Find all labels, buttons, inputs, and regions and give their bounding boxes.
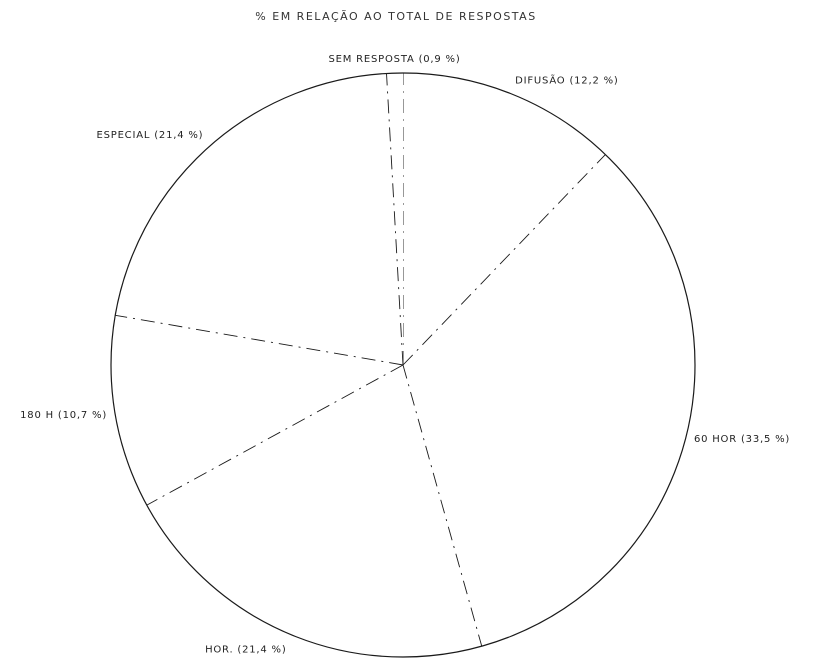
slice-label: DIFUSÃO (12,2 %) [515, 74, 619, 87]
pie-slice [403, 154, 696, 647]
slice-labels: DIFUSÃO (12,2 %) 60 HOR (33,5 %) HOR. (21,… [20, 54, 790, 655]
pie-slice [115, 73, 403, 365]
slice-boundary-line [146, 364, 404, 506]
pie-slice [146, 365, 482, 657]
slice-boundary-line [402, 154, 606, 366]
slice-label: HOR. (21,4 %) [205, 644, 287, 655]
pie-slices [111, 73, 696, 657]
slice-label: 60 HOR (33,5 %) [694, 434, 790, 445]
slice-boundary-line [386, 73, 404, 366]
slice-label: 180 H (10,7 %) [20, 410, 107, 421]
pie-outline [110, 72, 696, 658]
pie-slice [403, 73, 606, 365]
pie-slice [111, 315, 403, 506]
chart-title: % EM RELAÇÃO AO TOTAL DE RESPOSTAS [255, 10, 536, 23]
slice-label: SEM RESPOSTA (0,9 %) [328, 54, 460, 65]
slice-label: ESPECIAL (21,4 %) [96, 130, 203, 141]
slice-boundary-line [115, 314, 404, 366]
slice-boundary-line [402, 364, 483, 647]
